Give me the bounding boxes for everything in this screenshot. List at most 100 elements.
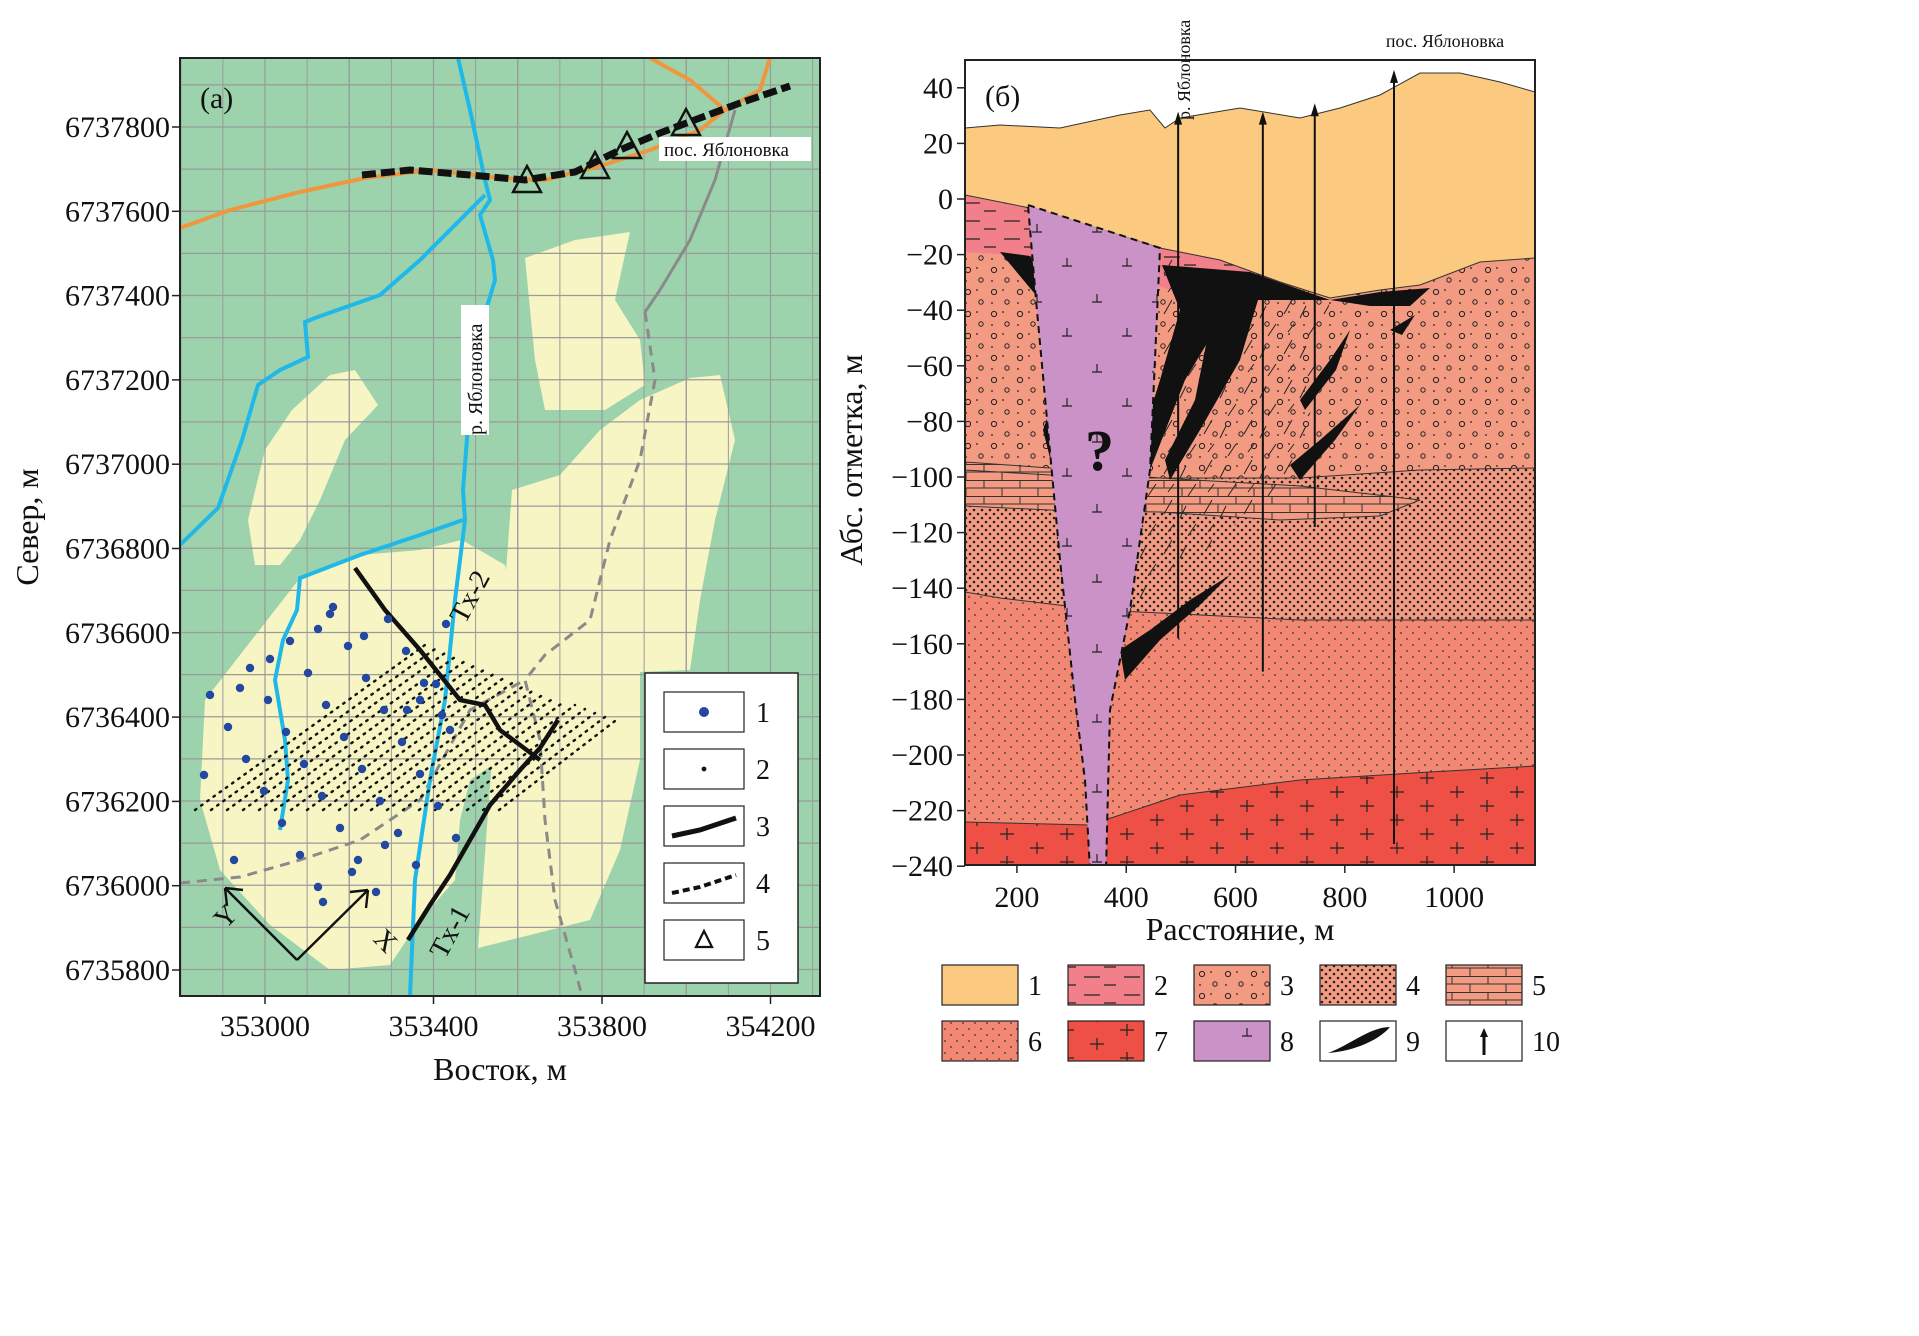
river-sw-tributary	[272, 518, 464, 831]
river-west-tributary	[180, 193, 487, 547]
section-ytick-label: 0	[938, 183, 953, 216]
panel-b-tag: (б)	[985, 80, 1020, 113]
village-label: пос. Яблоновка	[664, 140, 790, 161]
survey-point	[205, 690, 215, 700]
survey-point	[380, 840, 390, 850]
survey-point	[379, 705, 389, 715]
map-ytick-label: 6737800	[65, 111, 170, 144]
legend-number: 4	[756, 869, 770, 900]
intrusion-swatch-icon	[1193, 1020, 1271, 1062]
survey-point	[229, 855, 239, 865]
map-ytick-label: 6737000	[65, 448, 170, 481]
question-mark: ?	[1085, 418, 1114, 483]
survey-point	[383, 614, 393, 624]
triangle-marker	[669, 106, 703, 137]
triangle-marker	[510, 163, 544, 194]
borehole-arrowhead	[1174, 111, 1183, 125]
section-ytick-label: −80	[906, 405, 953, 438]
map-frame	[179, 57, 821, 997]
survey-point	[441, 619, 451, 629]
dashed-pink-swatch-icon	[1067, 964, 1145, 1006]
survey-point	[433, 801, 443, 811]
survey-point	[265, 654, 275, 664]
map-ytick-label: 6735800	[65, 954, 170, 987]
survey-point	[299, 759, 309, 769]
section-xtick-label: 1000	[1424, 881, 1484, 914]
legend-swatch-box	[663, 862, 745, 904]
axis-y-arrow	[223, 886, 298, 961]
profile-tx2	[353, 566, 542, 762]
section-ytick-label: −40	[906, 294, 953, 327]
survey-point	[335, 823, 345, 833]
survey-point	[353, 855, 363, 865]
survey-line	[353, 683, 527, 812]
section-xtick-label: 400	[1104, 881, 1149, 914]
survey-point	[397, 737, 407, 747]
brick-swatch-icon	[1445, 964, 1523, 1006]
survey-point	[415, 769, 425, 779]
section-legend-number: 3	[1280, 971, 1294, 1002]
survey-line	[401, 695, 557, 812]
section-legend-number: 1	[1028, 971, 1042, 1002]
survey-line	[225, 651, 447, 812]
section-ytick-label: −140	[891, 572, 953, 605]
village-label-box	[659, 137, 811, 161]
survey-point	[437, 710, 447, 720]
survey-line	[257, 659, 467, 812]
survey-point	[375, 796, 385, 806]
profile-tx1	[406, 718, 560, 942]
section-ytick-label: −180	[891, 683, 953, 716]
section-ytick-label: −100	[891, 461, 953, 494]
map-legend: 1 2 3 4 5	[644, 672, 799, 984]
legend-swatch-box	[663, 805, 745, 847]
river-label: р. Яблоновка	[465, 323, 487, 435]
survey-line	[433, 703, 577, 812]
layer-1-sand	[965, 72, 1535, 299]
borehole-arrowhead	[1258, 111, 1267, 125]
section-legend: 1 2 3 4 5 6 7 8 9 10	[941, 964, 1560, 1062]
map-xtick-label: 354200	[726, 1010, 816, 1043]
survey-point	[295, 850, 305, 860]
section-ytick-label: −20	[906, 239, 953, 272]
survey-point	[245, 663, 255, 673]
map-ytick-label: 6736600	[65, 617, 170, 650]
axis-x-arrow	[296, 888, 370, 961]
survey-line	[273, 663, 477, 812]
survey-line	[289, 667, 487, 812]
section-legend-number: 8	[1280, 1027, 1294, 1058]
boreholes	[1174, 69, 1399, 844]
map-ytick-label: 6737600	[65, 195, 170, 228]
section-ytick-label: −220	[891, 795, 953, 828]
map-ylabel: Север, м	[9, 468, 45, 585]
solid-line-icon	[671, 815, 737, 839]
section-legend-number: 2	[1154, 971, 1168, 1002]
section-ytick-label: −120	[891, 517, 953, 550]
survey-line	[417, 699, 567, 812]
map-ytick-label: 6737400	[65, 280, 170, 313]
dashed-line-north	[361, 82, 792, 184]
section-ticks: 200 400 600 800 100040200−20−40−60−80−100−12…	[891, 72, 1484, 914]
section-village-label: пос. Яблоновка	[1386, 31, 1504, 51]
section-xtick-label: 800	[1322, 881, 1367, 914]
survey-point	[328, 602, 338, 612]
survey-line	[385, 691, 547, 812]
survey-line	[209, 647, 437, 812]
survey-line	[241, 655, 457, 812]
section-xtick-label: 600	[1213, 881, 1258, 914]
borehole-arrow-icon	[1445, 1020, 1523, 1062]
survey-point	[343, 641, 353, 651]
map-ticks: 353000 353400 353800 354200 6735800 6736000 67…	[65, 111, 816, 1043]
map-ytick-label: 6736400	[65, 701, 170, 734]
section-legend-number: 10	[1532, 1027, 1560, 1058]
survey-point	[357, 764, 367, 774]
section-ytick-label: −60	[906, 350, 953, 383]
survey-points	[199, 602, 461, 907]
survey-point	[313, 882, 323, 892]
legend-number: 2	[756, 755, 770, 786]
survey-point	[347, 867, 357, 877]
crosses-red-swatch-icon	[1067, 1020, 1145, 1062]
survey-line	[337, 679, 517, 812]
circles-swatch-icon	[1193, 964, 1271, 1006]
survey-point	[313, 624, 323, 634]
section-ytick-label: −240	[891, 850, 953, 883]
